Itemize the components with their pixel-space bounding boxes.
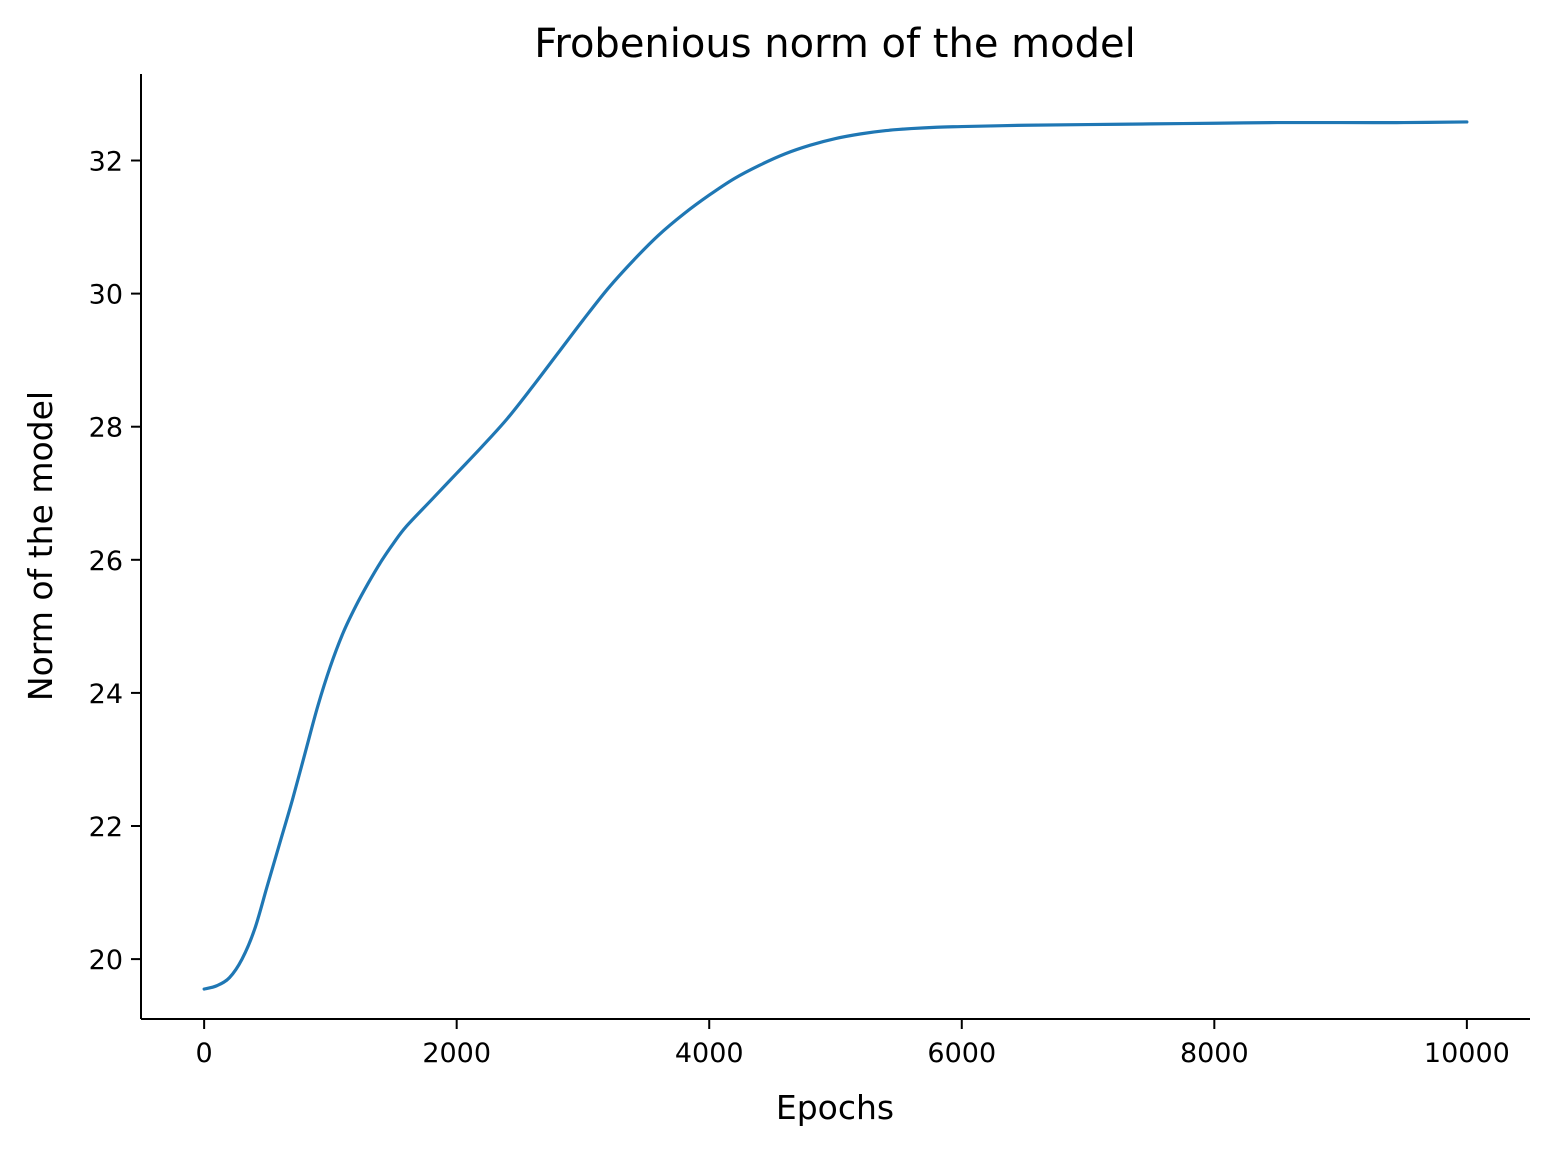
- y-axis-title: Norm of the model: [21, 391, 60, 701]
- y-tick-label: 22: [89, 812, 123, 843]
- y-tick-label: 28: [89, 413, 123, 444]
- x-tick-label: 6000: [927, 1038, 996, 1069]
- series-line: [202, 120, 1469, 991]
- plot-area: [202, 120, 1469, 991]
- y-tick-label: 32: [89, 147, 123, 178]
- x-tick-label: 4000: [675, 1038, 744, 1069]
- y-axis-ticks: 20 22 24 26 28 30 32: [89, 147, 141, 976]
- chart-title: Frobenious norm of the model: [534, 21, 1135, 67]
- x-axis-ticks: 0 2000 4000 6000 8000 10000: [196, 1019, 1510, 1069]
- y-tick-label: 30: [89, 280, 123, 311]
- x-tick-label: 10000: [1424, 1038, 1510, 1069]
- x-axis-title: Epochs: [776, 1088, 894, 1127]
- x-tick-label: 0: [196, 1038, 213, 1069]
- x-tick-label: 2000: [422, 1038, 491, 1069]
- y-tick-label: 24: [89, 679, 123, 710]
- y-tick-label: 26: [89, 546, 123, 577]
- y-tick-label: 20: [89, 945, 123, 976]
- x-tick-label: 8000: [1180, 1038, 1249, 1069]
